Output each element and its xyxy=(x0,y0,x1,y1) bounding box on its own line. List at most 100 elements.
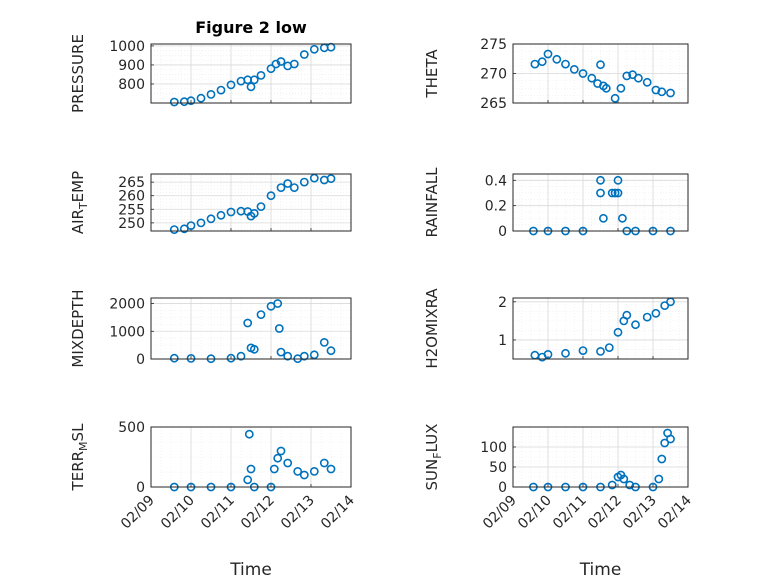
data-point xyxy=(273,453,283,463)
data-point xyxy=(244,429,254,439)
data-point xyxy=(326,464,336,474)
data-point xyxy=(634,73,643,83)
data-point xyxy=(610,93,620,103)
data-point xyxy=(226,353,236,363)
y-tick-label: 250 xyxy=(118,216,145,232)
subplot-pressure: 800 900 1000 PRESSURE xyxy=(69,34,352,113)
y-tick-label: 0 xyxy=(498,480,507,496)
axes-frame xyxy=(512,297,689,360)
data-point xyxy=(236,351,246,361)
data-point xyxy=(299,351,309,361)
data-point xyxy=(266,64,276,74)
data-point xyxy=(276,446,286,456)
data-point xyxy=(616,83,626,93)
data-point xyxy=(206,214,216,224)
y-tick-label: 100 xyxy=(480,440,507,456)
data-point xyxy=(283,458,293,468)
data-point xyxy=(289,183,299,192)
data-point xyxy=(226,207,236,217)
axes-background xyxy=(151,44,351,103)
data-point xyxy=(619,474,629,484)
y-tick-label: 270 xyxy=(480,67,507,83)
data-point xyxy=(216,85,226,95)
data-point xyxy=(607,188,617,198)
y-axis-label: THETA xyxy=(423,49,441,99)
data-point xyxy=(326,346,336,356)
y-axis-label: MIXDEPTH xyxy=(69,289,87,367)
data-point xyxy=(599,213,608,223)
axes-frame xyxy=(512,426,689,488)
data-point xyxy=(552,54,562,64)
data-point xyxy=(561,348,570,358)
data-point xyxy=(276,347,286,357)
data-point xyxy=(169,353,179,363)
data-point xyxy=(276,183,286,192)
data-point xyxy=(246,82,256,92)
y-tick-label: 265 xyxy=(480,96,507,112)
data-point xyxy=(601,83,611,93)
data-point xyxy=(651,308,661,318)
data-point xyxy=(569,65,579,74)
y-axis-label: H2OMIXRA xyxy=(423,288,441,369)
data-point xyxy=(289,59,299,69)
data-point xyxy=(578,69,588,78)
data-point xyxy=(299,177,309,187)
data-point xyxy=(309,350,319,360)
subplot-rainfall: 0 0.2 0.4 RAINFALL xyxy=(423,167,689,240)
data-point xyxy=(283,351,293,361)
data-point xyxy=(660,438,670,448)
data-point xyxy=(299,50,309,59)
subplot-h2omixra: 1 2 H2OMIXRA xyxy=(423,288,689,369)
data-point xyxy=(604,343,614,352)
data-point xyxy=(309,44,319,54)
data-point xyxy=(319,458,329,468)
y-tick-label: 260 xyxy=(118,189,145,205)
axes-frame xyxy=(150,173,352,232)
y-tick-label: 0 xyxy=(136,352,145,368)
data-point xyxy=(196,93,206,103)
data-point xyxy=(631,320,640,330)
data-point xyxy=(618,213,627,223)
data-point xyxy=(666,88,675,98)
y-tick-label: 50 xyxy=(489,460,507,476)
data-point xyxy=(642,312,652,322)
data-point xyxy=(274,324,284,333)
data-point xyxy=(561,59,570,69)
data-point xyxy=(249,208,259,218)
data-point xyxy=(186,221,196,230)
data-point xyxy=(206,90,216,99)
data-point xyxy=(622,71,632,81)
data-point xyxy=(249,344,259,354)
data-point xyxy=(543,49,553,59)
data-point xyxy=(642,77,652,87)
data-point xyxy=(269,464,279,474)
data-point xyxy=(613,188,623,198)
data-point xyxy=(319,337,329,347)
data-point xyxy=(613,175,623,185)
y-tick-label: 1000 xyxy=(109,324,145,340)
data-point xyxy=(596,175,605,185)
data-point xyxy=(657,87,667,97)
data-point xyxy=(186,353,196,363)
data-point xyxy=(657,454,667,464)
data-point xyxy=(299,470,309,480)
data-point xyxy=(607,480,617,490)
x-axis-label: Time xyxy=(229,560,272,580)
data-point xyxy=(216,210,226,220)
y-tick-label: 2000 xyxy=(109,297,145,313)
y-tick-label: 0 xyxy=(498,224,507,240)
data-point xyxy=(293,466,303,476)
axes-frame xyxy=(150,43,352,104)
y-tick-label: 800 xyxy=(118,77,145,93)
data-point xyxy=(276,57,286,66)
data-point xyxy=(578,346,588,355)
data-point xyxy=(169,225,179,234)
data-point xyxy=(610,188,620,198)
y-tick-label: 1 xyxy=(498,333,507,349)
data-point xyxy=(543,349,553,359)
data-point xyxy=(266,191,276,201)
data-point xyxy=(622,310,632,320)
data-point xyxy=(169,97,179,107)
y-axis-label: PRESSURE xyxy=(69,34,87,113)
